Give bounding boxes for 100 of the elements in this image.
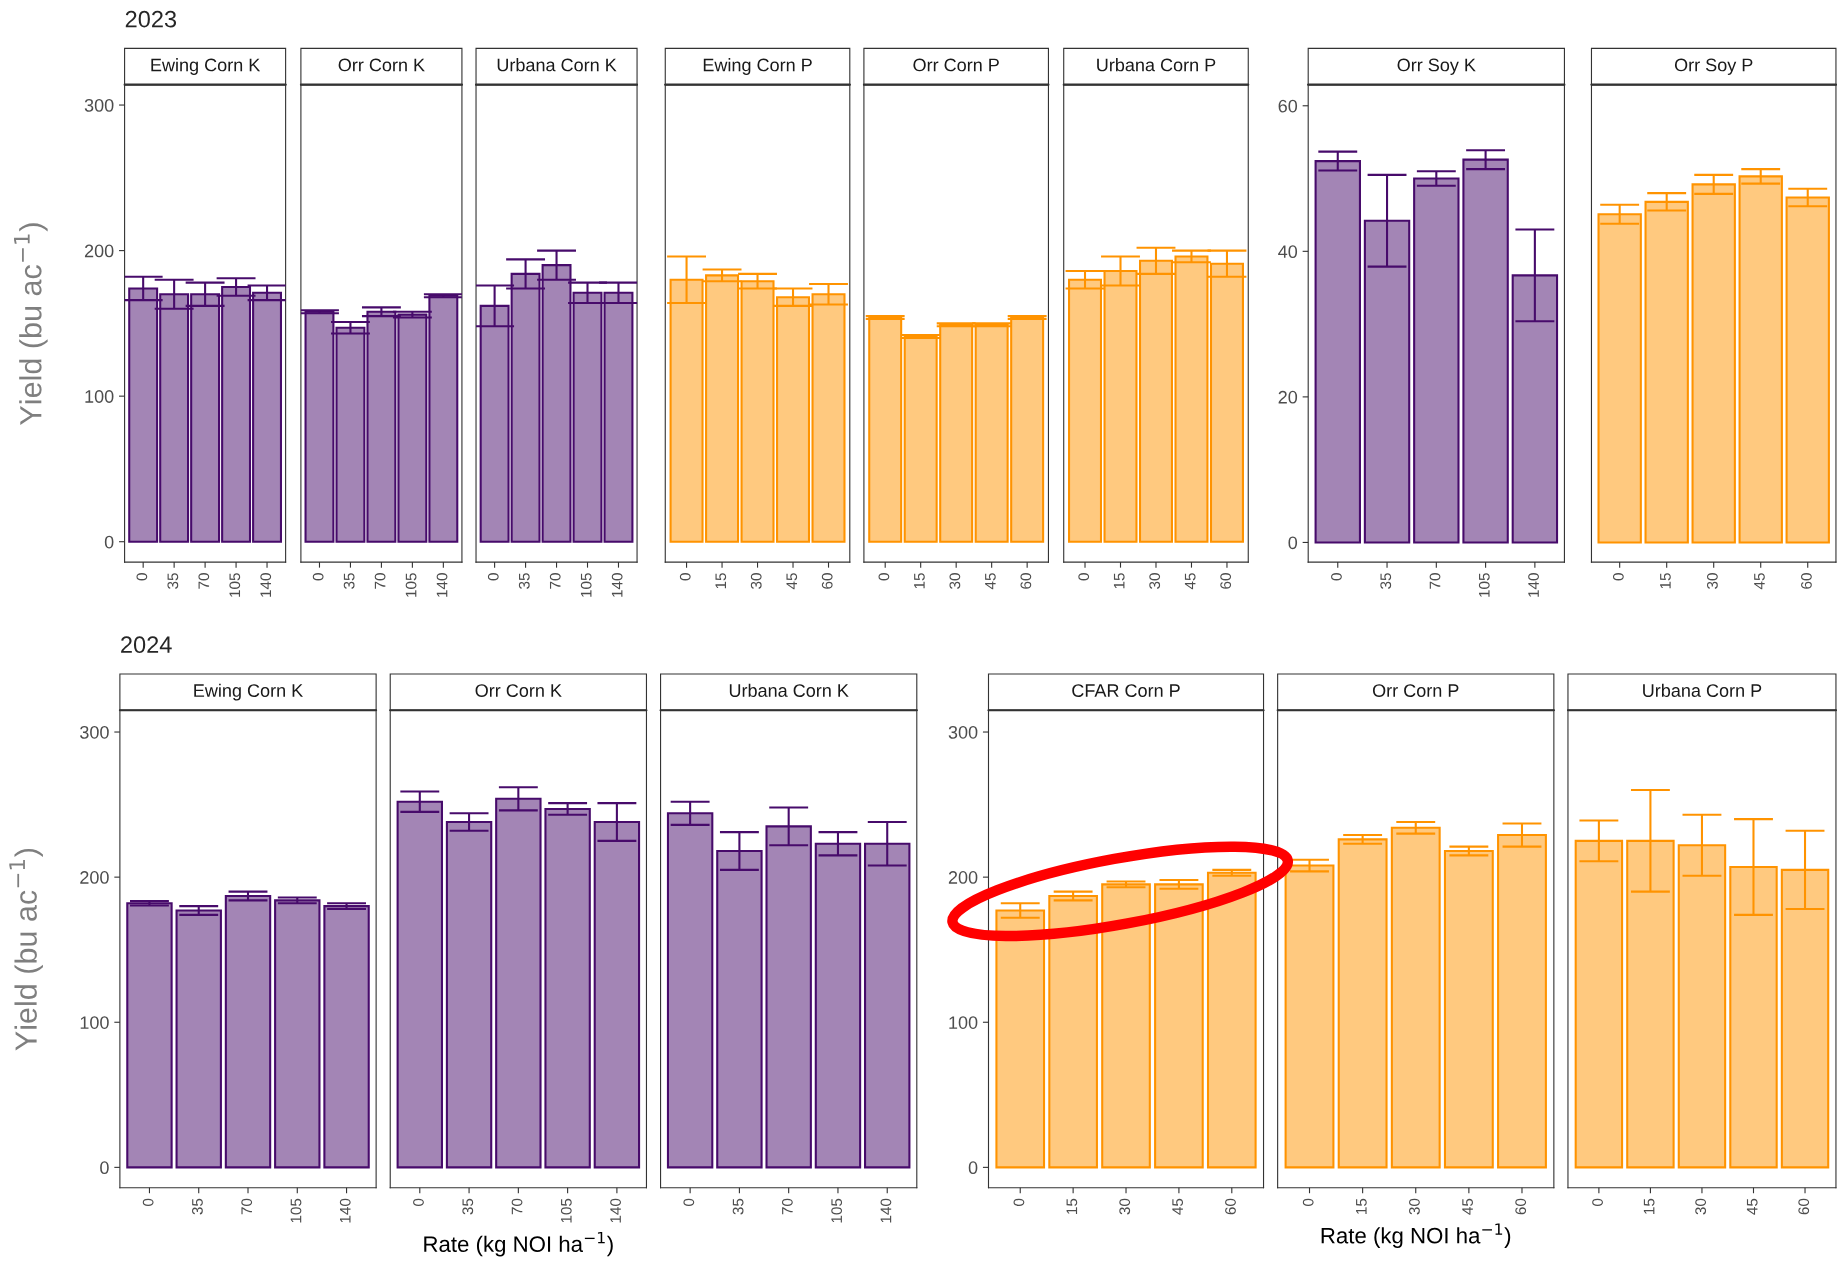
bar — [1101, 883, 1151, 1169]
x-tick-label: 45 — [985, 573, 996, 590]
x-tick-label: 45 — [1754, 573, 1765, 590]
x-tick-label: 0 — [1331, 573, 1342, 581]
x-tick-label: 45 — [786, 573, 798, 590]
y-tick-label: 100 — [80, 1016, 109, 1029]
y-tick-label: 40 — [1278, 245, 1298, 259]
x-tick-label: 0 — [679, 573, 691, 581]
x-tick-label: 0 — [487, 573, 499, 581]
y-tick-label: 200 — [80, 871, 109, 884]
y-tick-label: 0 — [104, 535, 114, 549]
x-tick-label: 0 — [683, 1198, 695, 1206]
chart-title: CFAR Corn P — [1072, 684, 1180, 697]
x-tick-label: 70 — [241, 1198, 253, 1215]
chart-title: Urbana Corn P — [1643, 683, 1762, 697]
x-tick-label: 140 — [260, 573, 272, 597]
bar — [1154, 883, 1204, 1169]
x-tick-label: 105 — [560, 1198, 572, 1223]
x-tick-label: 0 — [413, 1198, 424, 1206]
chart-title: Orr Corn K — [475, 684, 562, 697]
y-tick-label: 0 — [1288, 536, 1298, 550]
y-tick-label: 300 — [80, 725, 109, 739]
x-tick-label: 15 — [1113, 573, 1125, 589]
x-tick-label: 70 — [549, 573, 561, 589]
y-tick-label: 300 — [948, 725, 978, 739]
x-tick-label: 35 — [192, 1198, 203, 1215]
x-tick-label: 45 — [1462, 1198, 1473, 1215]
chart-title: Urbana Corn K — [729, 683, 849, 697]
y-tick-label: 300 — [84, 98, 114, 112]
y-tick-label: 0 — [100, 1161, 109, 1175]
x-tick-label: 0 — [1078, 573, 1090, 581]
y-tick-label: 0 — [968, 1161, 978, 1175]
x-tick-label: 140 — [436, 573, 448, 597]
bar — [1390, 826, 1441, 1169]
x-tick-label: 15 — [914, 573, 925, 589]
x-tick-label: 70 — [198, 573, 210, 589]
x-tick-label: 70 — [1429, 573, 1441, 589]
x-axis-title: Rate (kg NOI ha$^{−1}$) — [424, 1231, 613, 1257]
x-tick-label: 30 — [750, 573, 762, 589]
x-tick-label: 0 — [136, 573, 148, 581]
y-tick-label: 200 — [84, 244, 114, 258]
x-tick-label: 45 — [1746, 1198, 1758, 1215]
x-tick-label: 0 — [312, 573, 324, 581]
x-tick-label: 45 — [1184, 573, 1196, 590]
x-tick-label: 60 — [1225, 1198, 1236, 1215]
x-tick-label: 140 — [339, 1198, 351, 1223]
x-tick-label: 35 — [732, 1198, 744, 1215]
chart-title: Orr Soy K — [1397, 58, 1476, 75]
x-tick-label: 70 — [781, 1198, 793, 1215]
x-tick-label: 70 — [511, 1198, 523, 1215]
y-tick-label: 200 — [948, 871, 978, 884]
x-tick-label: 0 — [1302, 1198, 1314, 1206]
y-tick-label: 60 — [1278, 99, 1298, 113]
chart-title: Ewing Corn P — [703, 58, 812, 75]
x-tick-label: 35 — [167, 573, 179, 589]
x-tick-label: 15 — [715, 573, 727, 589]
x-tick-label: 15 — [1066, 1198, 1078, 1214]
text: 2024 — [121, 636, 172, 654]
x-tick-label: 15 — [1660, 573, 1671, 589]
x-tick-label: 140 — [610, 1198, 621, 1223]
x-tick-label: 105 — [1478, 573, 1490, 597]
y-axis-title: Yield (bu ac$^{−1}$) — [9, 848, 43, 1051]
x-tick-label: 60 — [1801, 573, 1812, 589]
x-tick-label: 35 — [1380, 573, 1392, 589]
chart-title: Orr Corn P — [1372, 684, 1459, 697]
x-tick-label: 105 — [290, 1198, 302, 1223]
x-tick-label: 0 — [142, 1198, 154, 1206]
x-tick-label: 70 — [374, 573, 386, 589]
x-tick-label: 35 — [462, 1198, 474, 1215]
x-tick-label: 35 — [343, 573, 355, 589]
x-tick-label: 15 — [1643, 1198, 1655, 1214]
bar — [1206, 871, 1257, 1169]
x-tick-label: 45 — [1172, 1198, 1184, 1215]
x-tick-label: 30 — [949, 573, 961, 589]
y-tick-label: 20 — [1278, 390, 1298, 404]
x-tick-label: 60 — [1020, 573, 1032, 589]
x-tick-label: 140 — [611, 573, 623, 597]
x-tick-label: 60 — [1515, 1198, 1527, 1215]
x-tick-label: 60 — [1798, 1198, 1810, 1215]
chart-title: Orr Corn P — [913, 58, 999, 72]
x-tick-label: 0 — [1612, 573, 1624, 581]
x-tick-label: 30 — [1706, 573, 1718, 589]
x-tick-label: 140 — [1528, 573, 1539, 597]
bar — [1337, 838, 1388, 1169]
x-tick-label: 60 — [821, 573, 833, 589]
x-tick-label: 0 — [1013, 1198, 1025, 1206]
y-tick-label: 100 — [85, 390, 114, 403]
x-tick-label: 30 — [1119, 1198, 1131, 1215]
x-tick-label: 0 — [878, 573, 890, 581]
x-tick-label: 30 — [1409, 1198, 1420, 1215]
bar — [1443, 849, 1494, 1169]
x-tick-label: 105 — [580, 573, 592, 597]
chart-title: Orr Soy P — [1674, 58, 1753, 75]
chart-title: Ewing Corn K — [194, 683, 303, 701]
y-axis-title: Yield (bu ac$^{−1}$) — [14, 223, 48, 425]
x-tick-label: 30 — [1149, 573, 1161, 589]
x-tick-label: 105 — [405, 573, 417, 597]
text: 2023 — [125, 10, 177, 28]
x-tick-label: 0 — [1592, 1198, 1603, 1206]
bar — [1048, 894, 1098, 1169]
